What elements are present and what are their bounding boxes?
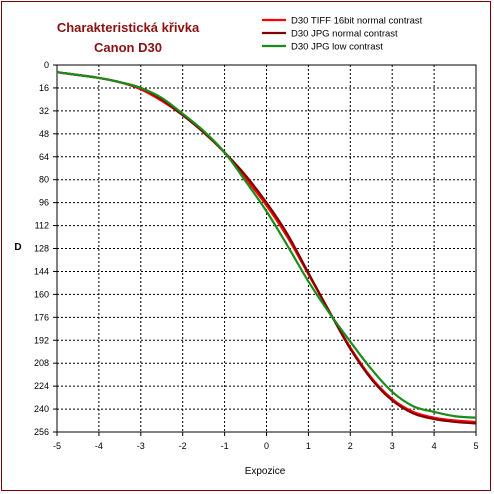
y-tick-label: 16 [39, 83, 49, 93]
y-tick-label: 208 [34, 358, 49, 368]
x-tick-label: -4 [95, 441, 103, 451]
y-axis-label: D [14, 242, 21, 253]
x-tick-label: -3 [137, 441, 145, 451]
legend-label-tiff-16bit-normal: D30 TIFF 16bit normal contrast [291, 16, 423, 27]
x-tick-label: 1 [306, 441, 311, 451]
x-tick-label: 3 [390, 441, 395, 451]
x-tick-label: -2 [179, 441, 187, 451]
chart-title: Charakteristická křivka [57, 20, 200, 35]
x-tick-label: 0 [264, 441, 269, 451]
series-line-tiff-16bit-normal [56, 71, 477, 424]
legend-label-jpg-low: D30 JPG low contrast [291, 42, 383, 53]
y-tick-label: 128 [34, 244, 49, 254]
chart-subtitle: Canon D30 [94, 40, 162, 55]
y-tick-label: 224 [34, 381, 49, 391]
y-tick-label: 240 [34, 404, 49, 414]
x-tick-label: 2 [348, 441, 353, 451]
y-tick-label: 64 [39, 152, 49, 162]
y-tick-label: 144 [34, 266, 49, 276]
y-tick-label: 48 [39, 129, 49, 139]
y-tick-label: 80 [39, 175, 49, 185]
x-tick-label: -1 [221, 441, 229, 451]
y-tick-label: 160 [34, 289, 49, 299]
y-tick-label: 256 [34, 427, 49, 437]
x-tick-label: -5 [53, 441, 61, 451]
y-tick-label: 176 [34, 312, 49, 322]
y-tick-label: 0 [44, 60, 49, 70]
y-tick-label: 192 [34, 335, 49, 345]
series-line-jpg-low [56, 71, 477, 419]
legend-label-jpg-normal: D30 JPG normal contrast [291, 29, 398, 40]
x-tick-label: 5 [473, 441, 478, 451]
x-tick-label: 4 [432, 441, 437, 451]
y-tick-label: 96 [39, 198, 49, 208]
y-tick-label: 112 [35, 221, 49, 231]
x-axis-label: Expozice [245, 466, 286, 477]
y-tick-label: 32 [39, 106, 49, 116]
